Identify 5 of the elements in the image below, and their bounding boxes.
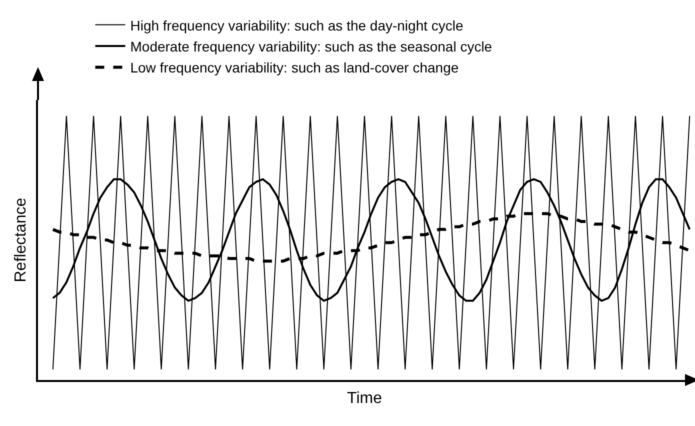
- legend-label: Moderate frequency variability: such as the seasonal cycle: [130, 38, 492, 54]
- legend-label: Low frequency variability: such as land-cover change: [130, 60, 459, 76]
- y-axis-title: Reflectance: [12, 198, 30, 282]
- x-axis-title: Time: [347, 390, 382, 407]
- legend-label: High frequency variability: such as the day-night cycle: [130, 17, 464, 34]
